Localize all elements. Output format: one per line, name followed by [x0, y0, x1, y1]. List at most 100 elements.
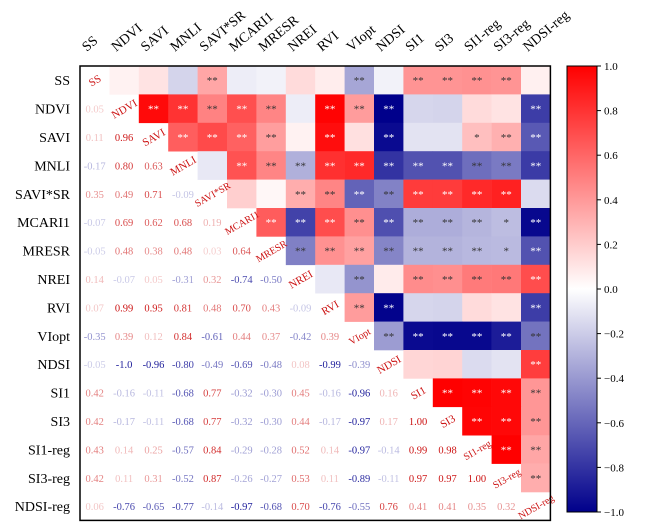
correlation-value: 0.16: [380, 389, 398, 400]
heatmap-cell: [403, 94, 434, 124]
correlation-value: -0.26: [231, 474, 253, 485]
significance-mark: **: [442, 217, 453, 229]
heatmap-cell: [197, 151, 228, 180]
significance-mark: **: [471, 388, 482, 400]
col-label-ndsi: NDSI: [374, 22, 409, 55]
significance-mark: **: [177, 104, 188, 116]
heatmap-cell: [403, 179, 434, 209]
significance-mark: **: [148, 104, 159, 116]
correlation-value: -0.97: [348, 445, 370, 456]
heatmap-cell: [491, 406, 522, 436]
col-label-ss: SS: [80, 34, 102, 56]
significance-mark: **: [354, 302, 365, 314]
significance-mark: **: [471, 331, 482, 343]
significance-mark: **: [383, 302, 394, 314]
correlation-value: 0.17: [380, 417, 398, 428]
heatmap-cell: [432, 321, 463, 351]
heatmap-cell: [256, 208, 287, 237]
heatmap-cell: [256, 94, 287, 124]
significance-mark: **: [383, 104, 394, 116]
heatmap-cell: [521, 321, 551, 351]
significance-mark: **: [442, 160, 453, 172]
diagonal-label: SAVI: [140, 126, 167, 149]
correlation-value: -0.17: [84, 161, 106, 172]
heatmap-cell: [432, 179, 463, 209]
col-label-rvi: RVI: [315, 29, 343, 55]
significance-mark: **: [177, 132, 188, 144]
correlation-value: -0.76: [113, 502, 135, 513]
significance-mark: **: [530, 331, 541, 343]
correlation-value: 0.99: [409, 445, 427, 456]
significance-mark: **: [324, 189, 335, 201]
significance-mark: **: [354, 246, 365, 258]
correlation-value: 0.05: [86, 105, 104, 116]
correlation-value: 0.41: [438, 502, 456, 513]
correlation-value: -0.32: [231, 417, 253, 428]
correlation-value: -0.29: [231, 445, 253, 456]
heatmap-cell: [521, 350, 551, 379]
heatmap-cell: [256, 122, 287, 152]
heatmap-cell: [374, 122, 404, 152]
significance-mark: **: [442, 246, 453, 258]
correlation-value: 0.11: [321, 474, 339, 485]
diagonal-label: SI3-reg: [491, 467, 522, 492]
correlation-value: 0.44: [233, 332, 252, 343]
correlation-value: -0.80: [172, 360, 194, 371]
significance-mark: **: [236, 132, 247, 144]
correlation-value: -0.50: [260, 275, 282, 286]
heatmap-cell: [491, 179, 522, 209]
correlation-value: 0.43: [86, 445, 104, 456]
significance-mark: **: [471, 274, 482, 286]
heatmap-cell: [227, 122, 257, 152]
heatmap-cell: [462, 378, 492, 408]
correlation-value: 0.42: [86, 474, 104, 485]
row-label-mcari1: MCARI1: [17, 216, 70, 231]
colorbar-tick-label: −0.6: [604, 418, 624, 430]
correlation-value: -0.96: [143, 360, 165, 371]
diagonal-label: SS: [87, 73, 104, 90]
heatmap-cell: [227, 94, 257, 124]
correlation-value: -0.65: [143, 502, 165, 513]
heatmap-cell: [197, 122, 228, 152]
heatmap-cell: [315, 66, 345, 95]
heatmap-cell: [256, 179, 287, 209]
heatmap-cell: [227, 151, 257, 180]
significance-mark: **: [236, 160, 247, 172]
significance-mark: *: [474, 132, 480, 144]
correlation-value: -0.52: [172, 474, 194, 485]
colorbar-tick-label: −0.4: [604, 373, 624, 385]
colorbar-ticks: 1.0 0.8 0.6 0.4 0.2 0.0 −0.2 −0.4 −0.6 −0.8 −1.0: [597, 61, 624, 519]
diagonal-label: MNLI: [168, 154, 199, 179]
correlation-value: -0.09: [290, 303, 312, 314]
significance-mark: **: [501, 160, 512, 172]
heatmap-cell: [403, 236, 434, 266]
heatmap-cell: [285, 208, 316, 237]
row-label-si1-reg: SI1-reg: [28, 443, 70, 458]
correlation-value: 0.49: [115, 190, 133, 201]
correlation-value: 0.80: [115, 161, 133, 172]
heatmap-cell: [227, 179, 257, 209]
heatmap-cell: [521, 236, 551, 266]
significance-mark: **: [530, 359, 541, 371]
correlation-value: -0.96: [348, 389, 370, 400]
heatmap-cell: [315, 151, 345, 180]
heatmap-cell: [462, 208, 492, 237]
heatmap-cell: [521, 94, 551, 124]
correlation-value: -0.49: [201, 360, 223, 371]
correlation-value: 0.43: [262, 303, 280, 314]
correlation-value: -0.17: [319, 417, 341, 428]
heatmap-cell: [344, 122, 375, 152]
significance-mark: **: [530, 217, 541, 229]
correlation-value: 0.11: [115, 474, 133, 485]
significance-mark: **: [295, 246, 306, 258]
correlation-value: -0.39: [348, 360, 370, 371]
correlation-value: 0.69: [115, 218, 133, 229]
correlation-value: -0.68: [260, 502, 282, 513]
heatmap-cell: [491, 321, 522, 351]
correlation-value: 0.62: [144, 218, 162, 229]
significance-mark: **: [383, 331, 394, 343]
correlation-value: 0.48: [174, 247, 192, 258]
significance-mark: **: [530, 444, 541, 456]
row-label-nrei: NREI: [37, 273, 70, 288]
significance-mark: **: [413, 331, 424, 343]
